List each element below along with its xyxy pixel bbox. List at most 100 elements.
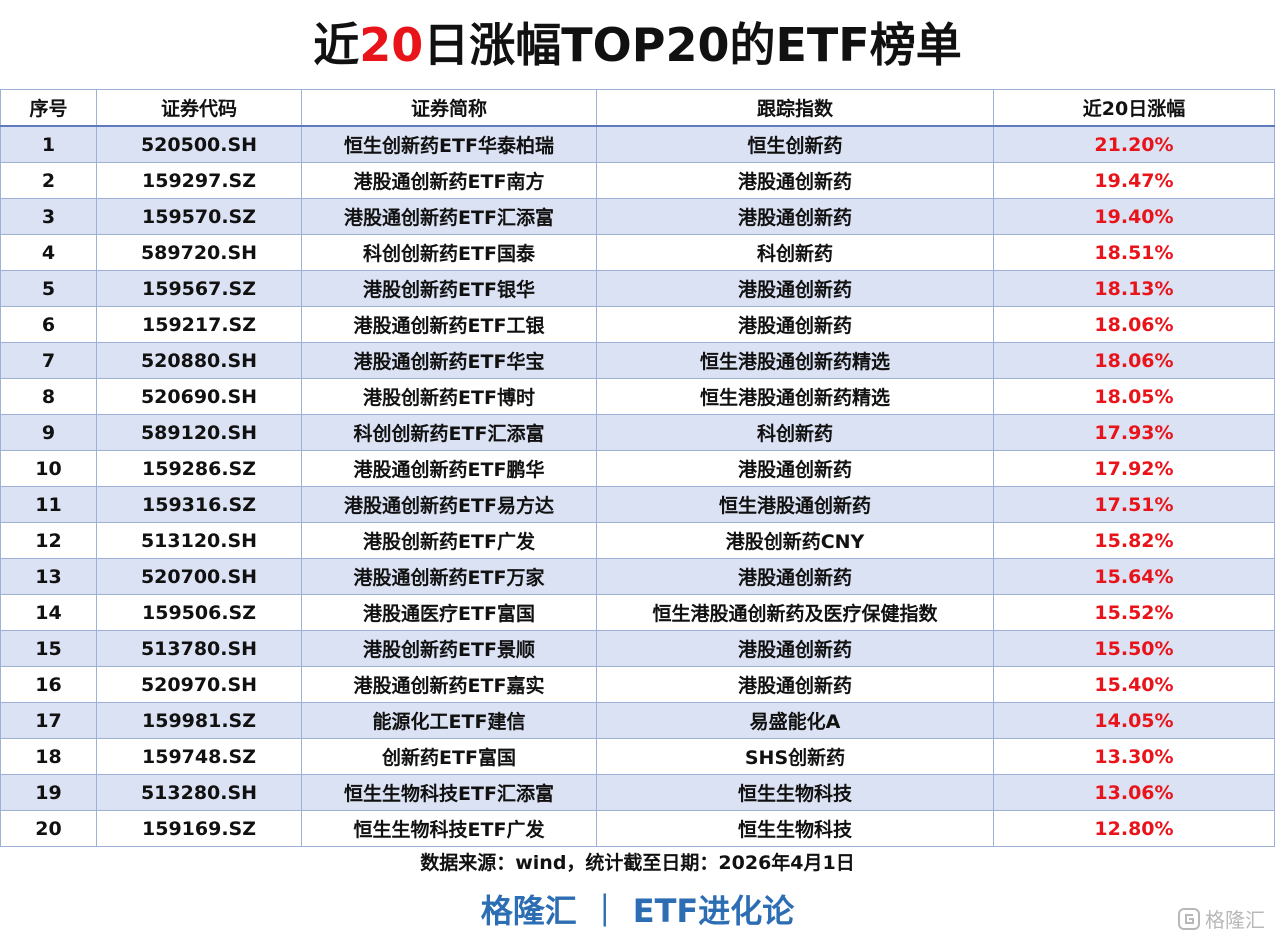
header-row: 序号 证券代码 证券简称 跟踪指数 近20日涨幅 [0, 89, 1275, 127]
tracked-index: 港股通创新药 [596, 306, 994, 343]
watermark-text: 格隆汇 [1205, 908, 1265, 932]
security-name: 能源化工ETF建信 [301, 702, 597, 739]
rank: 5 [0, 270, 97, 307]
rank: 17 [0, 702, 97, 739]
tracked-index: 港股通创新药 [596, 630, 994, 667]
security-code: 159570.SZ [96, 198, 302, 235]
tracked-index: 港股通创新药 [596, 198, 994, 235]
security-code: 159286.SZ [96, 450, 302, 487]
rank: 2 [0, 162, 97, 199]
table-body: 1 520500.SH 恒生创新药ETF华泰柏瑞 恒生创新药 21.20% 2 159297… [0, 125, 1275, 847]
return-20d: 18.05% [993, 378, 1275, 415]
rank: 10 [0, 450, 97, 487]
return-20d: 15.82% [993, 522, 1275, 559]
tracked-index: 港股通创新药 [596, 558, 994, 595]
table-row: 7 520880.SH 港股通创新药ETF华宝 恒生港股通创新药精选 18.06% [0, 342, 1275, 379]
security-name: 港股创新药ETF广发 [301, 522, 597, 559]
return-20d: 15.40% [993, 666, 1275, 703]
rank: 16 [0, 666, 97, 703]
security-name: 科创创新药ETF汇添富 [301, 414, 597, 451]
table-row: 6 159217.SZ 港股通创新药ETF工银 港股通创新药 18.06% [0, 306, 1275, 343]
security-code: 520690.SH [96, 378, 302, 415]
table-row: 17 159981.SZ 能源化工ETF建信 易盛能化A 14.05% [0, 702, 1275, 739]
return-20d: 15.52% [993, 594, 1275, 631]
security-name: 恒生生物科技ETF汇添富 [301, 774, 597, 811]
security-name: 港股创新药ETF博时 [301, 378, 597, 415]
table-row: 13 520700.SH 港股通创新药ETF万家 港股通创新药 15.64% [0, 558, 1275, 595]
title: 近20日涨幅TOP20的ETF榜单 [0, 10, 1275, 80]
tracked-index: 恒生生物科技 [596, 774, 994, 811]
security-code: 159748.SZ [96, 738, 302, 775]
security-name: 港股通创新药ETF工银 [301, 306, 597, 343]
return-20d: 14.05% [993, 702, 1275, 739]
security-code: 159981.SZ [96, 702, 302, 739]
tracked-index: 港股通创新药 [596, 162, 994, 199]
table-row: 20 159169.SZ 恒生生物科技ETF广发 恒生生物科技 12.80% [0, 810, 1275, 847]
rank: 3 [0, 198, 97, 235]
rank: 15 [0, 630, 97, 667]
rank: 11 [0, 486, 97, 523]
security-code: 159217.SZ [96, 306, 302, 343]
table-row: 8 520690.SH 港股创新药ETF博时 恒生港股通创新药精选 18.05% [0, 378, 1275, 415]
return-20d: 13.06% [993, 774, 1275, 811]
tracked-index: 港股通创新药 [596, 450, 994, 487]
title-part: 近 [313, 18, 360, 72]
tracked-index: 港股通创新药 [596, 270, 994, 307]
rank: 4 [0, 234, 97, 271]
security-code: 520970.SH [96, 666, 302, 703]
security-code: 513280.SH [96, 774, 302, 811]
column-header: 跟踪指数 [596, 89, 994, 127]
security-code: 520880.SH [96, 342, 302, 379]
rank: 20 [0, 810, 97, 847]
rank: 13 [0, 558, 97, 595]
table-row: 18 159748.SZ 创新药ETF富国 SHS创新药 13.30% [0, 738, 1275, 775]
return-20d: 18.06% [993, 306, 1275, 343]
table-row: 16 520970.SH 港股通创新药ETF嘉实 港股通创新药 15.40% [0, 666, 1275, 703]
return-20d: 17.51% [993, 486, 1275, 523]
table-row: 15 513780.SH 港股创新药ETF景顺 港股通创新药 15.50% [0, 630, 1275, 667]
security-name: 科创创新药ETF国泰 [301, 234, 597, 271]
security-code: 159506.SZ [96, 594, 302, 631]
return-20d: 21.20% [993, 125, 1275, 163]
table-row: 3 159570.SZ 港股通创新药ETF汇添富 港股通创新药 19.40% [0, 198, 1275, 235]
rank: 6 [0, 306, 97, 343]
rank: 9 [0, 414, 97, 451]
security-code: 520700.SH [96, 558, 302, 595]
column-header: 序号 [0, 89, 97, 127]
rank: 7 [0, 342, 97, 379]
tracked-index: 科创新药 [596, 414, 994, 451]
tracked-index: 易盛能化A [596, 702, 994, 739]
security-code: 520500.SH [96, 125, 302, 163]
return-20d: 19.40% [993, 198, 1275, 235]
security-code: 589720.SH [96, 234, 302, 271]
tracked-index: 恒生创新药 [596, 125, 994, 163]
security-code: 159297.SZ [96, 162, 302, 199]
title-part-highlight: 20 [359, 18, 424, 72]
table-row: 2 159297.SZ 港股通创新药ETF南方 港股通创新药 19.47% [0, 162, 1275, 199]
security-name: 恒生生物科技ETF广发 [301, 810, 597, 847]
security-code: 513780.SH [96, 630, 302, 667]
table-row: 14 159506.SZ 港股通医疗ETF富国 恒生港股通创新药及医疗保健指数 15.5… [0, 594, 1275, 631]
security-code: 159316.SZ [96, 486, 302, 523]
column-header: 证券简称 [301, 89, 597, 127]
table-row: 19 513280.SH 恒生生物科技ETF汇添富 恒生生物科技 13.06% [0, 774, 1275, 811]
tracked-index: 港股创新药CNY [596, 522, 994, 559]
security-name: 港股通医疗ETF富国 [301, 594, 597, 631]
security-name: 港股创新药ETF银华 [301, 270, 597, 307]
rank: 19 [0, 774, 97, 811]
security-name: 港股通创新药ETF万家 [301, 558, 597, 595]
rank: 14 [0, 594, 97, 631]
security-name: 港股通创新药ETF南方 [301, 162, 597, 199]
tracked-index: SHS创新药 [596, 738, 994, 775]
rank: 18 [0, 738, 97, 775]
rank: 1 [0, 125, 97, 163]
security-name: 港股通创新药ETF华宝 [301, 342, 597, 379]
table-row: 1 520500.SH 恒生创新药ETF华泰柏瑞 恒生创新药 21.20% [0, 125, 1275, 163]
etf-table: 序号 证券代码 证券简称 跟踪指数 近20日涨幅 1 520500.SH 恒生创新药ETF华… [0, 89, 1275, 847]
table-row: 10 159286.SZ 港股通创新药ETF鹏华 港股通创新药 17.92% [0, 450, 1275, 487]
security-name: 港股通创新药ETF嘉实 [301, 666, 597, 703]
return-20d: 18.06% [993, 342, 1275, 379]
tracked-index: 恒生生物科技 [596, 810, 994, 847]
footer-column: ETF进化论 [632, 892, 795, 930]
source-note: 数据来源：wind，统计截至日期：2026年4月1日 [420, 852, 855, 874]
